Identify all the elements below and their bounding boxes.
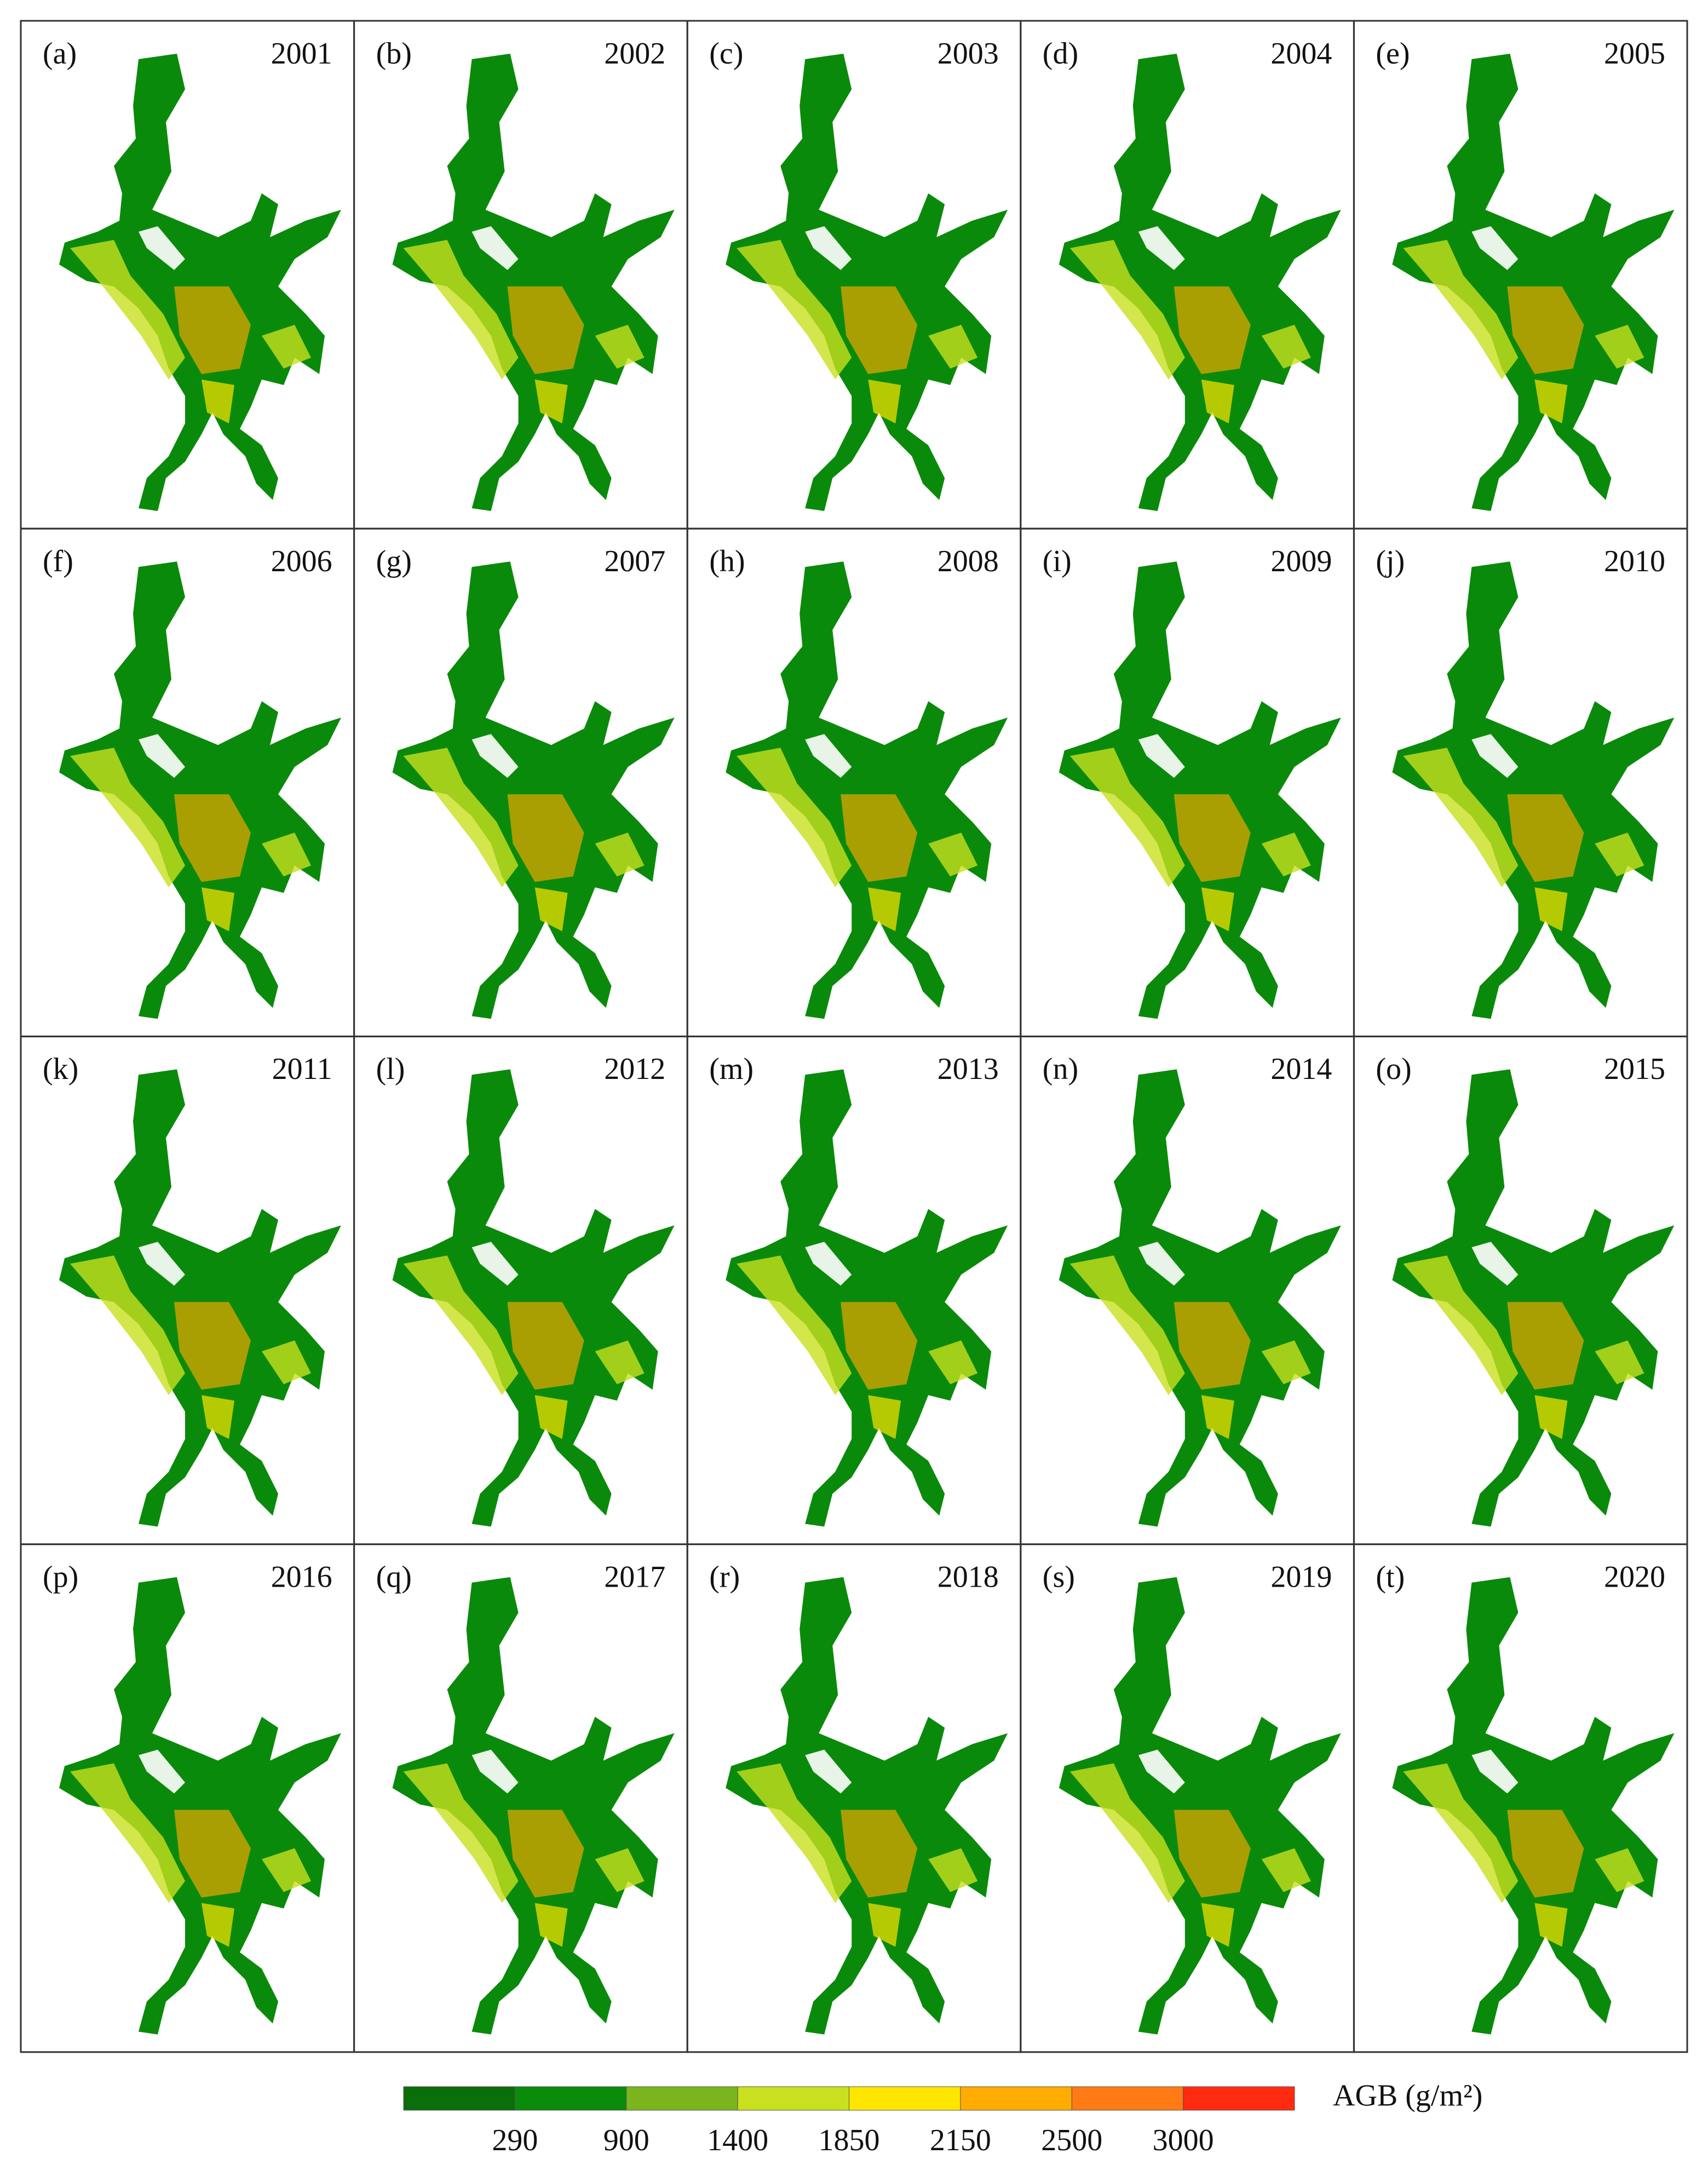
panel-label: (q) bbox=[376, 1560, 412, 1594]
panel-label: (k) bbox=[43, 1052, 78, 1086]
colorbar-tick-label: 1400 bbox=[707, 2123, 768, 2157]
panel-year: 2010 bbox=[1604, 544, 1665, 578]
panel-year: 2012 bbox=[604, 1052, 665, 1086]
map-panel: (l) 2012 bbox=[353, 1035, 688, 1546]
panel-year: 2017 bbox=[604, 1560, 665, 1594]
region-map bbox=[726, 1069, 1008, 1527]
panel-year: 2019 bbox=[1270, 1560, 1332, 1594]
region-map bbox=[59, 1577, 341, 2035]
map-panel: (j) 2010 bbox=[1353, 527, 1688, 1037]
region-map bbox=[59, 561, 341, 1019]
panel-label: (b) bbox=[376, 37, 412, 71]
colorbar-tick-label: 2500 bbox=[1041, 2123, 1102, 2157]
region-map bbox=[726, 54, 1008, 511]
colorbar-segment bbox=[737, 2086, 849, 2111]
map-panel: (o) 2015 bbox=[1353, 1035, 1688, 1546]
panel-year: 2018 bbox=[938, 1560, 999, 1594]
region-map bbox=[726, 561, 1008, 1019]
region-map bbox=[1392, 1577, 1675, 2035]
panel-year: 2007 bbox=[604, 544, 665, 578]
map-panel: (m) 2013 bbox=[686, 1035, 1022, 1546]
panel-label: (a) bbox=[43, 37, 77, 71]
map-panel: (r) 2018 bbox=[686, 1543, 1022, 2053]
panel-label: (e) bbox=[1376, 37, 1410, 71]
panel-year: 2005 bbox=[1604, 37, 1665, 71]
panel-year: 2016 bbox=[271, 1560, 332, 1594]
map-panel: (c) 2003 bbox=[686, 20, 1022, 530]
region-map bbox=[392, 561, 675, 1019]
region-map bbox=[392, 1577, 675, 2035]
panel-year: 2008 bbox=[938, 544, 999, 578]
panel-label: (n) bbox=[1043, 1052, 1078, 1086]
panel-border bbox=[1353, 1543, 1688, 2053]
panel-label: (l) bbox=[376, 1052, 405, 1086]
panel-label: (m) bbox=[709, 1052, 754, 1086]
panel-year: 2013 bbox=[938, 1052, 999, 1086]
colorbar-title: AGB (g/m²) bbox=[1333, 2078, 1482, 2112]
panel-label: (j) bbox=[1376, 544, 1405, 578]
panel-year: 2006 bbox=[271, 544, 332, 578]
region-map bbox=[1392, 1069, 1675, 1527]
panel-label: (t) bbox=[1376, 1560, 1405, 1594]
panel-label: (i) bbox=[1043, 544, 1072, 578]
panel-year: 2020 bbox=[1604, 1560, 1665, 1594]
panel-year: 2014 bbox=[1270, 1052, 1332, 1086]
region-map bbox=[1392, 561, 1675, 1019]
panel-year: 2002 bbox=[604, 37, 665, 71]
region-map bbox=[1392, 54, 1675, 511]
colorbar-segment bbox=[1071, 2086, 1184, 2111]
colorbar-tick-label: 2150 bbox=[930, 2123, 991, 2157]
region-map bbox=[59, 1069, 341, 1527]
colorbar-tick-label: 900 bbox=[603, 2123, 649, 2157]
map-panel: (t) 2020 bbox=[1353, 1543, 1688, 2053]
panel-year: 2011 bbox=[272, 1052, 332, 1086]
map-panel: (a) 2001 bbox=[20, 20, 355, 530]
panel-year: 2004 bbox=[1270, 37, 1332, 71]
map-panel: (e) 2005 bbox=[1353, 20, 1688, 530]
colorbar-tick-label: 290 bbox=[492, 2123, 538, 2157]
panel-year: 2001 bbox=[271, 37, 332, 71]
panel-label: (r) bbox=[709, 1560, 740, 1594]
panel-label: (c) bbox=[709, 37, 743, 71]
map-panel: (f) 2006 bbox=[20, 527, 355, 1037]
panel-label: (f) bbox=[43, 544, 73, 578]
region-map bbox=[392, 1069, 675, 1527]
panel-label: (o) bbox=[1376, 1052, 1411, 1086]
colorbar-segment bbox=[403, 2086, 515, 2111]
colorbar-segment bbox=[849, 2086, 961, 2111]
region-map bbox=[1059, 1577, 1341, 2035]
panel-label: (p) bbox=[43, 1560, 78, 1594]
colorbar-segment bbox=[514, 2086, 627, 2111]
panel-label: (d) bbox=[1043, 37, 1078, 71]
map-panel: (q) 2017 bbox=[353, 1543, 688, 2053]
map-panel: (p) 2016 bbox=[20, 1543, 355, 2053]
panel-year: 2009 bbox=[1270, 544, 1332, 578]
map-panel: (s) 2019 bbox=[1020, 1543, 1355, 2053]
panel-label: (h) bbox=[709, 544, 745, 578]
colorbar-tick-label: 3000 bbox=[1153, 2123, 1214, 2157]
panel-year: 2003 bbox=[938, 37, 999, 71]
map-panel: (i) 2009 bbox=[1020, 527, 1355, 1037]
region-map bbox=[59, 54, 341, 511]
map-panel: (g) 2007 bbox=[353, 527, 688, 1037]
colorbar-tick-label: 1850 bbox=[819, 2123, 880, 2157]
region-map bbox=[1059, 561, 1341, 1019]
colorbar-segment bbox=[626, 2086, 738, 2111]
panel-label: (s) bbox=[1043, 1560, 1075, 1594]
map-panel: (b) 2002 bbox=[353, 20, 688, 530]
region-map bbox=[1059, 1069, 1341, 1527]
region-map bbox=[726, 1577, 1008, 2035]
panel-label: (g) bbox=[376, 544, 412, 578]
region-map bbox=[1059, 54, 1341, 511]
map-panel: (n) 2014 bbox=[1020, 1035, 1355, 1546]
map-panel: (k) 2011 bbox=[20, 1035, 355, 1546]
colorbar-segment bbox=[1183, 2086, 1295, 2111]
panel-year: 2015 bbox=[1604, 1052, 1665, 1086]
map-panel: (d) 2004 bbox=[1020, 20, 1355, 530]
map-panel: (h) 2008 bbox=[686, 527, 1022, 1037]
colorbar-segment bbox=[960, 2086, 1072, 2111]
region-map bbox=[392, 54, 675, 511]
